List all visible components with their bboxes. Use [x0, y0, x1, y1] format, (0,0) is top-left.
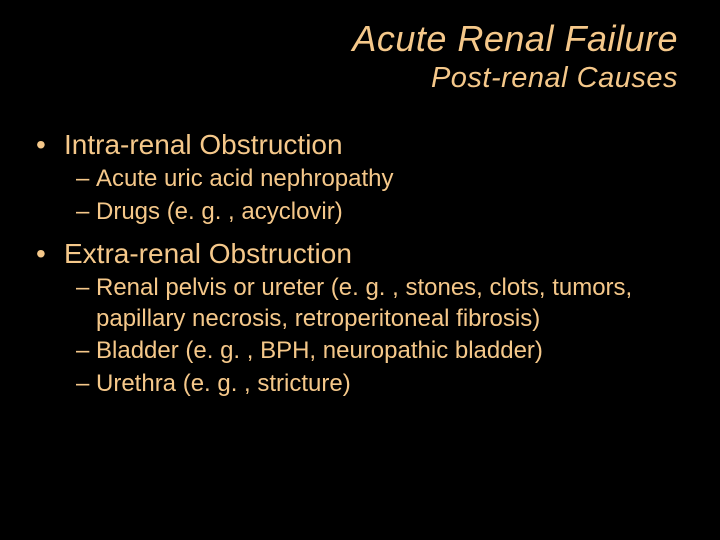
- sub-item: – Urethra (e. g. , stricture): [34, 369, 686, 400]
- title-block: Acute Renal Failure Post-renal Causes: [34, 18, 678, 96]
- slide-title: Acute Renal Failure: [34, 18, 678, 59]
- slide-subtitle: Post-renal Causes: [34, 61, 678, 96]
- bullet-text: Extra-renal Obstruction: [64, 237, 352, 271]
- sub-text: Urethra (e. g. , stricture): [96, 369, 361, 400]
- dash-marker: –: [76, 370, 96, 398]
- dash-marker: –: [76, 274, 96, 302]
- sub-item: – Renal pelvis or ureter (e. g. , stones…: [34, 273, 686, 334]
- sub-text: Renal pelvis or ureter (e. g. , stones, …: [96, 273, 686, 334]
- bullet-text: Intra-renal Obstruction: [64, 128, 343, 162]
- sub-text: Bladder (e. g. , BPH, neuropathic bladde…: [96, 336, 553, 367]
- bullet-marker: •: [34, 238, 64, 270]
- bullet-item: • Extra-renal Obstruction: [34, 237, 686, 271]
- sub-text: Drugs (e. g. , acyclovir): [96, 197, 353, 228]
- sub-item: – Acute uric acid nephropathy: [34, 164, 686, 195]
- sub-item: – Drugs (e. g. , acyclovir): [34, 197, 686, 228]
- dash-marker: –: [76, 337, 96, 365]
- bullet-item: • Intra-renal Obstruction: [34, 128, 686, 162]
- bullet-marker: •: [34, 129, 64, 161]
- dash-marker: –: [76, 198, 96, 226]
- sub-text: Acute uric acid nephropathy: [96, 164, 404, 195]
- dash-marker: –: [76, 165, 96, 193]
- slide-content: • Intra-renal Obstruction – Acute uric a…: [34, 128, 686, 400]
- sub-item: – Bladder (e. g. , BPH, neuropathic blad…: [34, 336, 686, 367]
